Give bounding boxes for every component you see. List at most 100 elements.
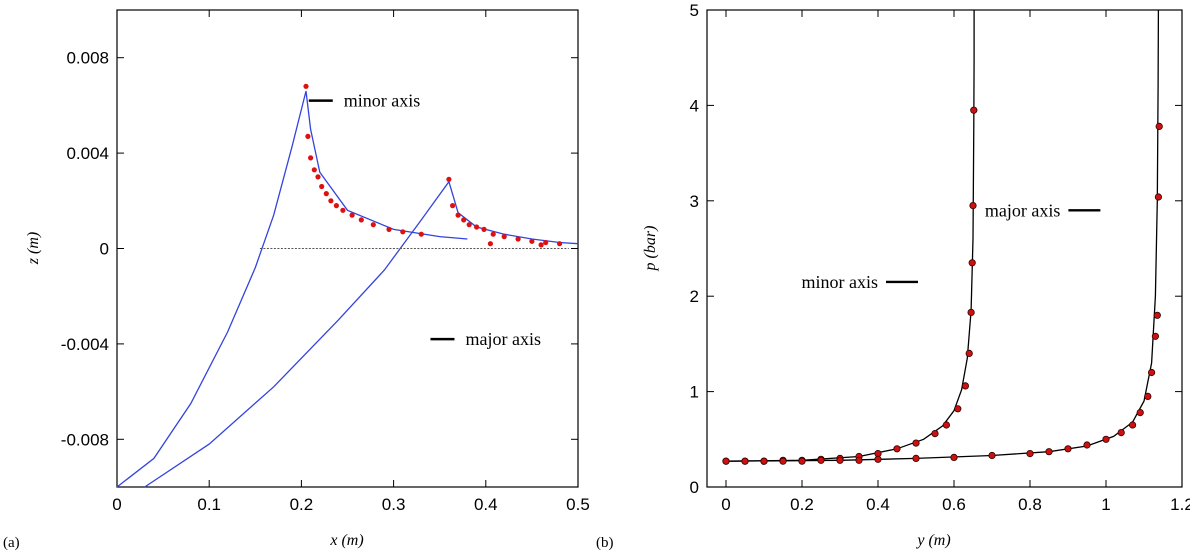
panel-a-x-tick-label: 0.4	[474, 495, 498, 514]
panel-b-x-tick-label: 0.4	[866, 495, 890, 514]
panel-a-data-point	[538, 242, 544, 248]
panel-a-y-tick-label: -0.004	[61, 335, 109, 354]
panel-a-y-tick-label: 0	[100, 240, 109, 259]
panel-b-data-point	[722, 457, 730, 465]
panel-a-data-point	[466, 222, 472, 228]
panel-a-data-point	[501, 234, 507, 240]
panel-b-y-tick-label: 1	[690, 383, 699, 402]
panel-b-annotation-label: minor axis	[802, 272, 879, 292]
panel-b-data-point	[1136, 408, 1144, 417]
panel-b-data-point	[1117, 428, 1125, 437]
panel-a-data-point	[358, 217, 364, 223]
panel-b-x-tick-label: 0.6	[942, 495, 966, 514]
panel-a-x-tick-label: 0	[112, 495, 121, 514]
panel-a-data-point	[450, 203, 456, 209]
panel-a-data-point	[446, 176, 452, 182]
panel-b-annotation-label: major axis	[985, 200, 1060, 220]
panel-b-series-line-0	[725, 10, 975, 462]
panel-a-y-axis-label: z (m)	[25, 232, 42, 265]
panel-b-data-point	[1083, 441, 1091, 449]
panel-b-series-line-1	[725, 9, 1160, 462]
panel-b-y-tick-label: 0	[690, 478, 699, 497]
panel-a-data-point	[529, 238, 535, 244]
panel-a-data-point	[490, 231, 496, 237]
panel-a-data-point	[333, 203, 339, 209]
panel-a-x-axis-label: x (m)	[329, 532, 363, 549]
panel-a-x-tick-label: 0.3	[382, 495, 406, 514]
panel-b-data-point	[1129, 421, 1137, 429]
panel-a-data-point	[418, 231, 424, 237]
panel-b-data-point	[988, 451, 996, 460]
panel-b-data-point	[798, 457, 806, 465]
panel-b-data-point	[1151, 332, 1160, 340]
panel-a-data-point	[315, 174, 321, 180]
panel-b-data-point	[874, 455, 882, 463]
panel-a-data-point	[328, 198, 334, 204]
panel-a-y-tick-label: -0.008	[61, 430, 109, 449]
panel-b-x-tick-label: 0.8	[1018, 495, 1042, 514]
panel-b-data-point	[1026, 449, 1034, 458]
panel-a-data-point	[319, 183, 325, 190]
panel-b-data-point	[1102, 435, 1110, 443]
panel-a-data-point	[515, 236, 521, 242]
panel-a-annotation-label: major axis	[465, 329, 540, 349]
panel-b-data-point	[1144, 392, 1152, 400]
panel-b-x-tick-label: 0.2	[790, 495, 814, 514]
panel-b-data-point	[961, 382, 970, 390]
panel-a-data-point	[461, 217, 467, 223]
panel-b-data-point	[931, 429, 939, 438]
panel-b-y-tick-label: 5	[690, 1, 699, 20]
panel-a-data-point	[557, 241, 563, 247]
panel-b-data-point	[760, 457, 768, 465]
panel-a-data-point	[311, 167, 317, 173]
panel-b-data-point	[968, 259, 976, 267]
panel-a-y-tick-label: 0.004	[66, 144, 109, 163]
panel-b-data-point	[893, 445, 901, 453]
panel-a-data-point	[323, 191, 329, 197]
panel-b-x-tick-label: 1	[1101, 495, 1110, 514]
panel-b-data-point	[942, 421, 951, 429]
panel-a-data-point	[487, 241, 493, 247]
panel-b-data-point	[817, 456, 825, 464]
panel-a-chart: 0 0.1 0.2 0.3 0.4 0.5 -0.008 -0.004 0 0.004 0.008…	[3, 9, 590, 551]
panel-b-data-point	[779, 457, 787, 465]
panel-a-x-tick-label: 0.5	[566, 495, 590, 514]
panel-b-data-point	[969, 202, 977, 210]
panel-b-data-point	[741, 457, 749, 465]
panel-a-data-point	[349, 212, 355, 218]
panel-b-data-point	[1148, 368, 1156, 377]
panel-b-data-point	[1045, 448, 1053, 456]
panel-b-data-point	[1153, 311, 1161, 319]
panel-a-data-point	[308, 155, 314, 161]
panel-a-data-point	[370, 222, 376, 228]
panel-b-data-point	[1064, 445, 1072, 453]
panel-b-data-point	[855, 456, 863, 464]
panel-b-label: (b)	[596, 535, 614, 551]
panel-b-data-point	[1154, 193, 1163, 201]
panel-b-data-point	[970, 106, 978, 114]
panel-a-x-tick-label: 0.2	[290, 495, 314, 514]
panel-b-x-tick-label: 1.2	[1170, 495, 1190, 514]
panel-a-annotation-label: minor axis	[344, 91, 421, 111]
panel-b-data-point	[1155, 122, 1163, 131]
panel-b-data-point	[912, 454, 920, 462]
panel-b-x-axis-label: y (m)	[915, 532, 950, 549]
panel-a-data-point	[474, 224, 480, 230]
panel-b-data-point	[950, 453, 958, 461]
panel-a-data-point	[543, 239, 549, 246]
panel-b-y-tick-label: 3	[690, 192, 699, 211]
panel-b-data-point	[967, 308, 975, 316]
panel-a-label: (a)	[3, 535, 20, 551]
panel-a-data-point	[455, 212, 461, 218]
panel-b-data-point	[954, 405, 962, 413]
panel-b-chart: 0 0.2 0.4 0.6 0.8 1 1.2 0 1 2 3 4 5 minor axis major…	[596, 1, 1190, 551]
panel-b-plot-frame	[706, 9, 1183, 488]
panel-a-y-tick-label: 0.008	[66, 49, 109, 68]
panel-b-y-tick-label: 2	[690, 287, 699, 306]
panel-b-data-point	[836, 456, 844, 464]
panel-b-data-point	[912, 439, 920, 447]
panel-b-x-tick-label: 0	[721, 495, 730, 514]
panel-b-y-tick-label: 4	[690, 96, 699, 115]
panel-a-data-point	[400, 229, 406, 235]
